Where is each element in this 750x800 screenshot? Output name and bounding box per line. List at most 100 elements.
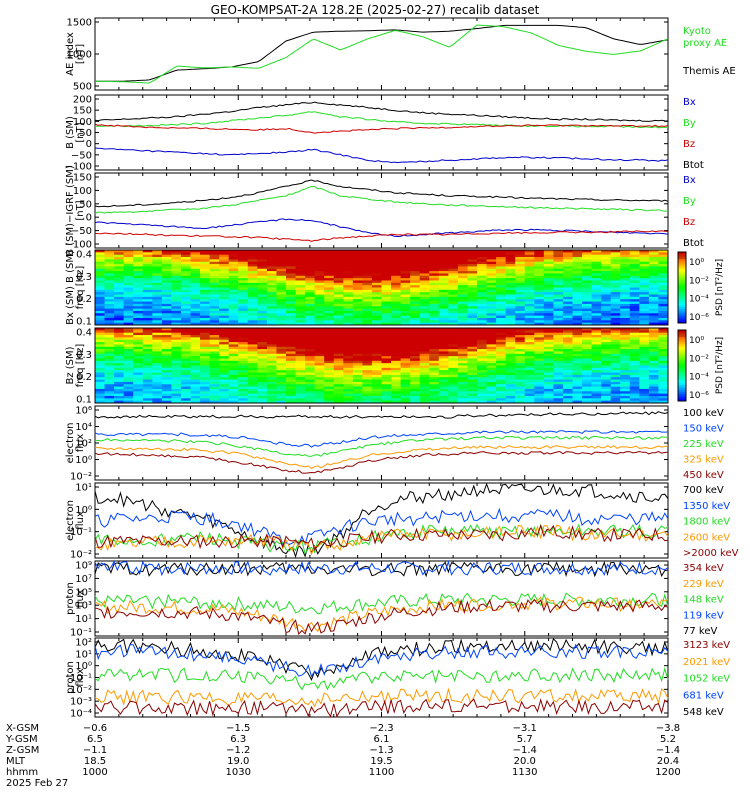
heatmap-cell [257,335,268,338]
heatmap-cell [190,294,201,298]
heatmap-cell [286,303,297,307]
heatmap-cell [180,296,191,300]
heatmap-cell [629,254,640,258]
heatmap-cell [180,367,191,371]
heatmap-cell [562,330,573,334]
heatmap-cell [381,358,392,362]
heatmap-cell [247,303,258,307]
heatmap-cell [152,346,163,350]
heatmap-cell [142,370,153,374]
heatmap-cell [95,317,106,321]
heatmap-cell [543,268,554,272]
heatmap-cell [209,280,220,284]
heatmap-cell [104,296,115,300]
heatmap-cell [371,296,382,300]
heatmap-cell [620,299,631,303]
heatmap-cell [209,292,220,296]
heatmap-cell [333,259,344,263]
heatmap-cell [505,308,516,312]
heatmap-cell [572,317,583,321]
colorbar-cell [678,314,686,317]
heatmap-cell [629,377,640,381]
heatmap-cell [219,349,230,352]
heatmap-cell [247,395,258,399]
heatmap-cell [477,275,488,279]
heatmap-cell [534,285,545,288]
heatmap-cell [343,261,354,265]
heatmap-cell [477,377,488,381]
heatmap-cell [543,271,554,274]
heatmap-cell [658,337,669,341]
y-axis-label: electron [65,423,76,464]
heatmap-cell [381,360,392,364]
heatmap-cell [228,400,239,404]
heatmap-cell [324,273,335,277]
heatmap-cell [391,351,402,355]
heatmap-cell [333,344,344,348]
heatmap-cell [324,393,335,397]
heatmap-cell [391,363,402,366]
heatmap-cell [524,266,535,270]
heatmap-cell [219,346,230,350]
heatmap-cell [381,400,392,404]
heatmap-cell [543,282,554,286]
heatmap-cell [524,344,535,348]
heatmap-cell [400,313,411,317]
heatmap-cell [343,268,354,272]
heatmap-cell [257,337,268,341]
heatmap-cell [381,322,392,326]
heatmap-cell [305,315,316,319]
heatmap-cell [620,273,631,277]
heatmap-cell [200,280,211,284]
heatmap-cell [505,379,516,383]
heatmap-cell [562,250,573,253]
heatmap-cell [648,365,659,369]
heatmap-cell [553,393,564,397]
heatmap-cell [324,386,335,390]
heatmap-cell [486,342,497,345]
heatmap-cell [266,294,277,298]
heatmap-cell [438,332,449,336]
heatmap-cell [133,303,144,307]
heatmap-cell [467,377,478,381]
heatmap-cell [496,379,507,383]
y-tick-label: 10⁴ [75,422,92,433]
y-tick-label: 500 [73,82,92,93]
heatmap-cell [572,320,583,324]
heatmap-cell [496,332,507,336]
heatmap-cell [553,306,564,310]
heatmap-cell [171,254,182,258]
heatmap-cell [95,351,106,355]
heatmap-cell [133,287,144,291]
heatmap-cell [209,377,220,381]
heatmap-cell [515,330,526,334]
heatmap-cell [639,322,650,326]
heatmap-cell [190,391,201,395]
heatmap-cell [400,391,411,395]
heatmap-cell [572,379,583,383]
heatmap-cell [553,353,564,357]
heatmap-cell [133,377,144,381]
heatmap-cell [562,370,573,374]
heatmap-cell [591,381,602,385]
y-tick-label: 1000 [67,50,92,61]
heatmap-cell [467,292,478,296]
heatmap-cell [305,317,316,321]
heatmap-cell [200,365,211,369]
heatmap-cell [429,360,440,364]
heatmap-cell [457,259,468,263]
heatmap-cell [352,360,363,364]
heatmap-cell [352,374,363,378]
heatmap-cell [629,264,640,267]
heatmap-cell [620,363,631,366]
heatmap-cell [371,379,382,383]
heatmap-cell [180,370,191,374]
colorbar-cell [678,377,686,381]
heatmap-cell [142,285,153,288]
heatmap-cell [114,257,125,260]
heatmap-cell [505,337,516,341]
heatmap-cell [543,261,554,265]
colorbar-cell [678,381,686,384]
heatmap-cell [477,374,488,378]
heatmap-cell [582,313,593,317]
